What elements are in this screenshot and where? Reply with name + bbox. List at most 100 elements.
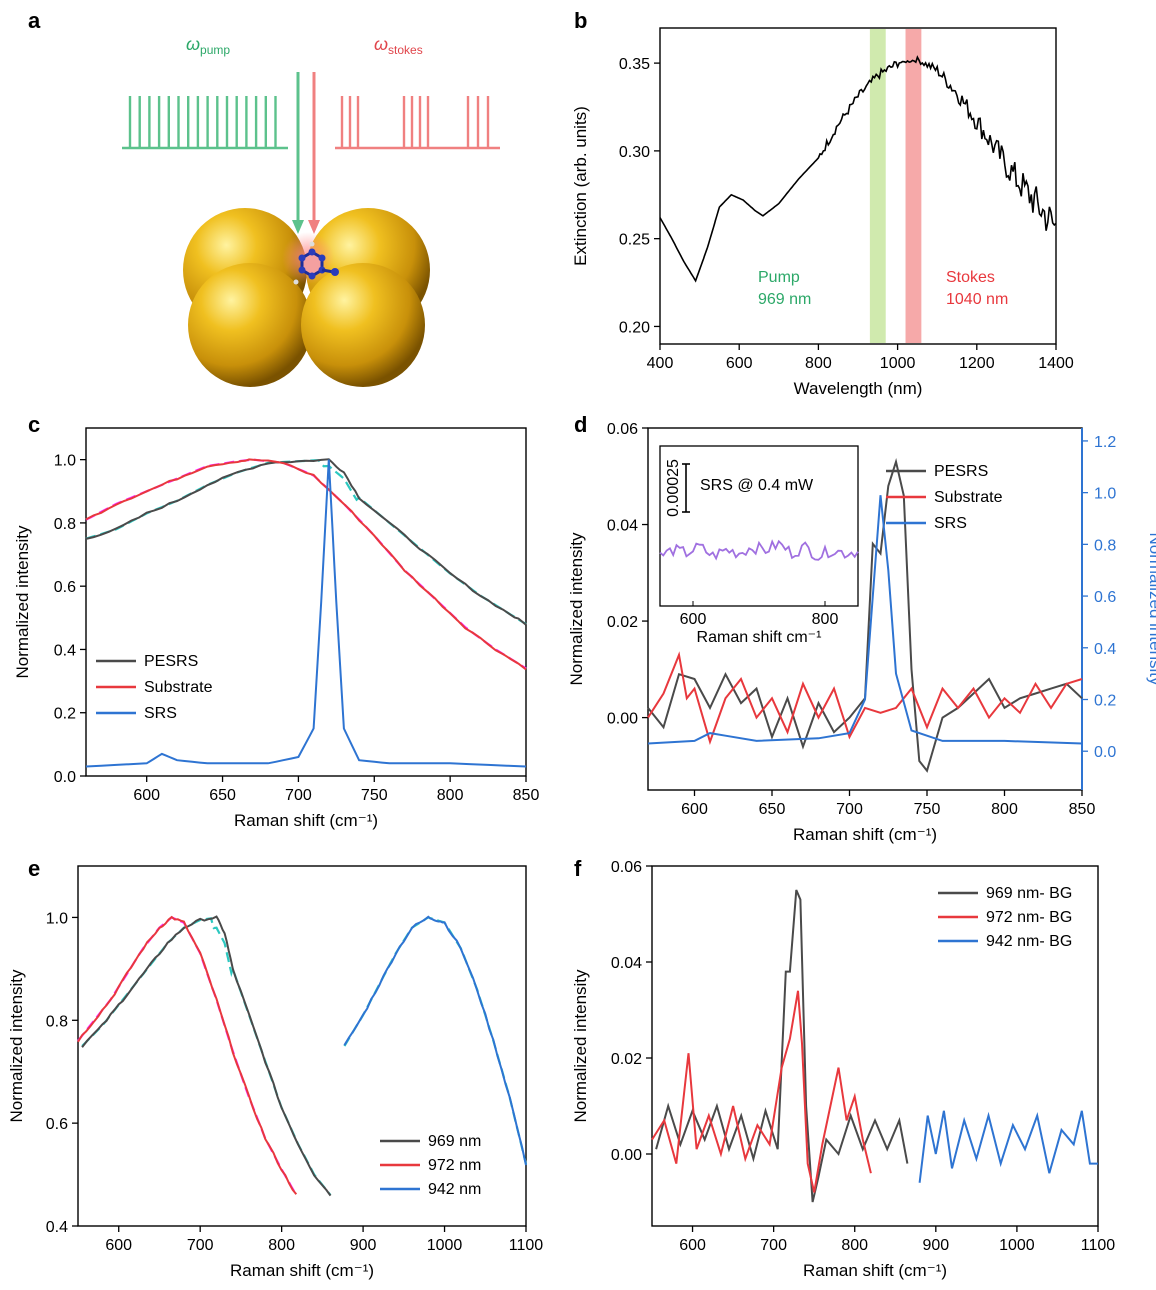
y-tick-label: 0.6 — [46, 1116, 68, 1133]
extinction-line — [659, 55, 1057, 283]
legend-label: Substrate — [934, 489, 1003, 506]
x-tick-label: 1100 — [509, 1237, 544, 1254]
plot-frame — [85, 427, 527, 777]
stokes-wavelength-annotation: 1040 nm — [946, 291, 1008, 308]
x-tick-label: 800 — [268, 1237, 295, 1254]
y-tick-label: 0.00 — [607, 711, 638, 728]
x-axis-label: Wavelength (nm) — [794, 379, 923, 398]
legend-label: PESRS — [144, 653, 198, 670]
legend-label: SRS — [144, 705, 177, 722]
942-fit-line — [343, 916, 528, 1165]
x-tick-label: 800 — [805, 355, 832, 372]
inset-scalebar-label: 0.00025 — [665, 459, 682, 517]
x-tick-label: 600 — [133, 787, 160, 804]
y2-tick-label: 0.2 — [1094, 693, 1116, 710]
x-tick-label: 1000 — [999, 1237, 1035, 1254]
legend-label: 972 nm — [428, 1157, 481, 1174]
series-line-srs — [85, 459, 527, 768]
inset-frame — [659, 445, 859, 607]
series-line-1 — [77, 915, 298, 1195]
panel-label-a: a — [28, 8, 41, 33]
series-line-pesrs — [647, 458, 1083, 773]
gold-nanosphere-icon — [183, 208, 430, 387]
y-tick-label: 0.25 — [619, 232, 650, 249]
x-tick-label: 900 — [922, 1237, 949, 1254]
x-tick-label: 800 — [991, 801, 1018, 818]
x-tick-label: 800 — [437, 787, 464, 804]
y-tick-label: 0.4 — [54, 642, 76, 659]
stokes-band — [905, 29, 922, 343]
x-axis-label: Raman shift (cm⁻¹) — [803, 1261, 947, 1280]
x-tick-label: 600 — [105, 1237, 132, 1254]
x-axis-label: Raman shift (cm⁻¹) — [793, 825, 937, 844]
y-tick-label: 0.2 — [54, 706, 76, 723]
plot-frame — [77, 865, 527, 1227]
pump-band — [869, 29, 886, 343]
x-tick-label: 700 — [285, 787, 312, 804]
x-tick-label: 1100 — [1081, 1237, 1116, 1254]
pump-arrow — [292, 72, 304, 234]
plot-frame — [659, 27, 1057, 345]
y2-tick-label: 1.0 — [1094, 486, 1116, 503]
x-tick-label: 850 — [1069, 801, 1096, 818]
y-tick-label: 0.35 — [619, 56, 650, 73]
panel-f-chart: 600 700 800 900 1000 1100 0.00 0.02 0.04 0.06 Rama… — [571, 859, 1115, 1280]
x-tick-label: 700 — [187, 1237, 214, 1254]
x-tick-label: 650 — [759, 801, 786, 818]
legend-label: 972 nm- BG — [986, 909, 1072, 926]
969-fit-line — [81, 917, 332, 1196]
stokes-pulse-train — [335, 96, 500, 150]
panel-label-d: d — [574, 412, 587, 437]
x-tick-label: 600 — [726, 355, 753, 372]
y2-tick-label: 0.8 — [1094, 537, 1116, 554]
x-tick-label: 700 — [836, 801, 863, 818]
x-tick-label: 1000 — [880, 355, 916, 372]
y2-tick-label: 1.2 — [1094, 434, 1116, 451]
legend-label: PESRS — [934, 463, 988, 480]
pump-annotation: Pump — [758, 269, 800, 286]
panel-e-chart: 600 700 800 900 1000 1100 0.4 0.6 0.8 1.0 Raman sh… — [7, 865, 544, 1280]
panel-b-chart: 400 600 800 1000 1200 1400 0.20 0.25 0.30 0.35 Wav… — [571, 27, 1074, 398]
y2-axis-label: Normalized intensity — [1146, 532, 1156, 686]
y-tick-label: 0.00 — [611, 1147, 642, 1164]
legend-label: 942 nm- BG — [986, 933, 1072, 950]
panel-d-chart: 600 650 700 750 800 850 0.00 0.02 0.04 0.06 Raman … — [567, 421, 1156, 844]
series-line-srs — [647, 495, 1083, 745]
y-tick-label: 0.0 — [54, 769, 76, 786]
y-axis-label: Normalized intensity — [567, 532, 586, 686]
pesrs-fit-line — [85, 459, 527, 626]
x-axis-label: Raman shift (cm⁻¹) — [234, 811, 378, 830]
y-axis-label: Normalized intensity — [571, 969, 590, 1123]
x-tick-label: 1000 — [427, 1237, 463, 1254]
pump-pulse-train — [122, 96, 288, 150]
x-tick-label: 800 — [841, 1237, 868, 1254]
y-axis-label: Normalized intensity — [13, 525, 32, 679]
y-tick-label: 0.02 — [611, 1051, 642, 1068]
y-tick-label: 0.02 — [607, 614, 638, 631]
x-tick-label: 900 — [350, 1237, 377, 1254]
x-axis-label: Raman shift (cm⁻¹) — [230, 1261, 374, 1280]
series-line-substrate — [85, 458, 527, 671]
series-line-pesrs — [85, 458, 527, 626]
inset-x-tick-label: 600 — [680, 611, 707, 628]
y-tick-label: 0.04 — [607, 518, 638, 535]
x-tick-label: 750 — [914, 801, 941, 818]
panel-label-f: f — [574, 856, 582, 881]
y-axis-label: Normalized intensity — [7, 969, 26, 1123]
x-tick-label: 1200 — [959, 355, 995, 372]
x-tick-label: 700 — [760, 1237, 787, 1254]
pump-omega-label: ωpump — [186, 34, 230, 57]
legend-label: 942 nm — [428, 1181, 481, 1198]
x-tick-label: 1400 — [1038, 355, 1074, 372]
inset-srs-line — [659, 539, 859, 561]
y2-tick-label: 0.6 — [1094, 589, 1116, 606]
stokes-omega-label: ωstokes — [374, 34, 423, 57]
y-tick-label: 0.06 — [611, 859, 642, 876]
y-axis-label: Extinction (arb. units) — [571, 106, 590, 266]
x-tick-label: 850 — [513, 787, 540, 804]
y-tick-label: 0.04 — [611, 955, 642, 972]
legend-label: SRS — [934, 515, 967, 532]
series-line-substrate — [647, 651, 1083, 745]
pump-wavelength-annotation: 969 nm — [758, 291, 811, 308]
y-tick-label: 0.6 — [54, 579, 76, 596]
